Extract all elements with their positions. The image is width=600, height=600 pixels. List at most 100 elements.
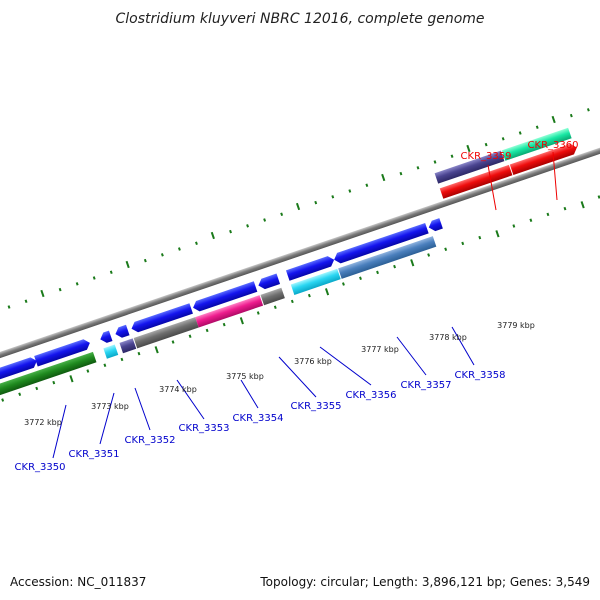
- genome-title: Clostridium kluyveri NBRC 12016, complet…: [115, 11, 484, 27]
- minor-tick: [529, 218, 533, 222]
- gene-arrow[interactable]: [257, 273, 281, 291]
- gene-label[interactable]: CKR_3354: [233, 413, 284, 424]
- gene-leader-line: [134, 387, 151, 431]
- minor-tick: [416, 166, 420, 170]
- feature-box[interactable]: [195, 295, 264, 328]
- kbp-label-layer: 3772 kbp 3773 kbp 3774 kbp 3775 kbp 3776 kbp…: [24, 321, 535, 427]
- gene-arrow[interactable]: [130, 303, 193, 334]
- minor-tick: [359, 276, 362, 280]
- minor-tick: [246, 224, 250, 228]
- feature-box[interactable]: [338, 236, 437, 279]
- gene-arrow[interactable]: [332, 222, 429, 265]
- feature-box[interactable]: [260, 287, 285, 306]
- minor-tick: [222, 322, 226, 327]
- kbp-tick-label: 3775 kbp: [226, 372, 264, 381]
- gene-label[interactable]: CKR_3357: [401, 380, 452, 391]
- minor-tick: [52, 380, 56, 385]
- minor-tick: [160, 253, 164, 257]
- minor-tick: [484, 142, 488, 147]
- major-tick: [40, 289, 45, 298]
- minor-tick: [342, 282, 345, 286]
- minor-tick: [399, 171, 403, 176]
- feature-box[interactable]: [133, 317, 199, 349]
- gene-leader-line: [487, 164, 497, 211]
- minor-tick: [177, 247, 181, 251]
- minor-tick: [331, 195, 335, 199]
- genome-summary-text: Topology: circular; Length: 3,896,121 bp…: [259, 575, 590, 589]
- gene-leader-line: [552, 151, 558, 201]
- major-tick: [295, 202, 301, 211]
- gene-arrow[interactable]: [439, 164, 513, 199]
- minor-tick: [18, 392, 22, 396]
- genome-backbone: [0, 136, 600, 368]
- major-tick: [239, 317, 244, 325]
- gene-label[interactable]: CKR_3353: [179, 423, 230, 434]
- kbp-tick-label: 3776 kbp: [294, 357, 332, 366]
- gene-arrow[interactable]: [34, 338, 92, 367]
- minor-tick: [376, 270, 379, 275]
- minor-tick: [137, 351, 141, 356]
- major-tick: [466, 144, 471, 153]
- major-tick: [210, 231, 215, 240]
- feature-box[interactable]: [290, 268, 341, 295]
- minor-tick: [444, 247, 448, 251]
- feature-box[interactable]: [0, 351, 97, 396]
- feature-box[interactable]: [501, 127, 572, 161]
- accession-text: Accession: NC_011837: [10, 575, 146, 589]
- gene-arrow[interactable]: [509, 142, 579, 175]
- gene-leader-lines: [52, 151, 558, 459]
- minor-tick: [205, 328, 209, 333]
- minor-tick: [195, 241, 198, 245]
- minor-tick: [569, 113, 573, 118]
- minor-tick: [512, 224, 516, 228]
- gene-label[interactable]: CKR_3356: [346, 390, 397, 401]
- minor-tick: [314, 200, 318, 205]
- minor-tick: [535, 125, 539, 129]
- gene-arrow[interactable]: [191, 281, 258, 313]
- minor-tick: [7, 305, 11, 309]
- minor-tick: [1, 398, 5, 402]
- gene-label[interactable]: CKR_3352: [125, 435, 176, 446]
- minor-tick: [263, 218, 267, 222]
- minor-tick: [307, 293, 311, 298]
- minor-tick: [120, 357, 124, 362]
- kbp-tick-label: 3772 kbp: [24, 418, 62, 427]
- gene-label[interactable]: CKR_3350: [15, 462, 66, 473]
- feature-box[interactable]: [119, 338, 137, 354]
- minor-tick: [501, 137, 505, 141]
- feature-box[interactable]: [103, 344, 119, 359]
- minor-tick: [563, 206, 567, 211]
- gene-leader-line: [176, 379, 205, 420]
- minor-tick: [290, 299, 294, 304]
- minor-tick: [461, 241, 465, 246]
- minor-tick: [143, 258, 147, 263]
- gene-arrow[interactable]: [0, 356, 39, 382]
- gene-leader-line: [451, 326, 475, 366]
- gene-label[interactable]: CKR_3351: [69, 449, 120, 460]
- major-tick: [69, 375, 74, 383]
- gene-arrow[interactable]: [99, 330, 113, 345]
- minor-tick: [597, 195, 600, 199]
- kbp-tick-label: 3779 kbp: [497, 321, 535, 330]
- minor-tick: [109, 270, 113, 274]
- minor-tick: [393, 264, 397, 269]
- gene-label[interactable]: CKR_3359: [461, 151, 512, 162]
- feature-box[interactable]: [434, 150, 505, 184]
- minor-tick: [450, 154, 454, 158]
- minor-tick: [433, 160, 437, 164]
- gene-arrow[interactable]: [427, 218, 443, 233]
- gene-arrow[interactable]: [285, 255, 336, 281]
- minor-tick: [280, 212, 284, 216]
- gene-label[interactable]: CKR_3355: [291, 401, 342, 412]
- kbp-tick-label: 3778 kbp: [429, 333, 467, 342]
- major-tick: [381, 173, 386, 182]
- genome-strip: [0, 108, 600, 402]
- gene-arrow[interactable]: [114, 324, 130, 340]
- gene-label[interactable]: CKR_3360: [528, 140, 579, 151]
- minor-tick: [92, 276, 96, 280]
- gene-leader-line: [240, 379, 259, 409]
- minor-tick: [229, 229, 232, 234]
- kbp-tick-label: 3777 kbp: [361, 345, 399, 354]
- gene-label[interactable]: CKR_3358: [455, 370, 506, 381]
